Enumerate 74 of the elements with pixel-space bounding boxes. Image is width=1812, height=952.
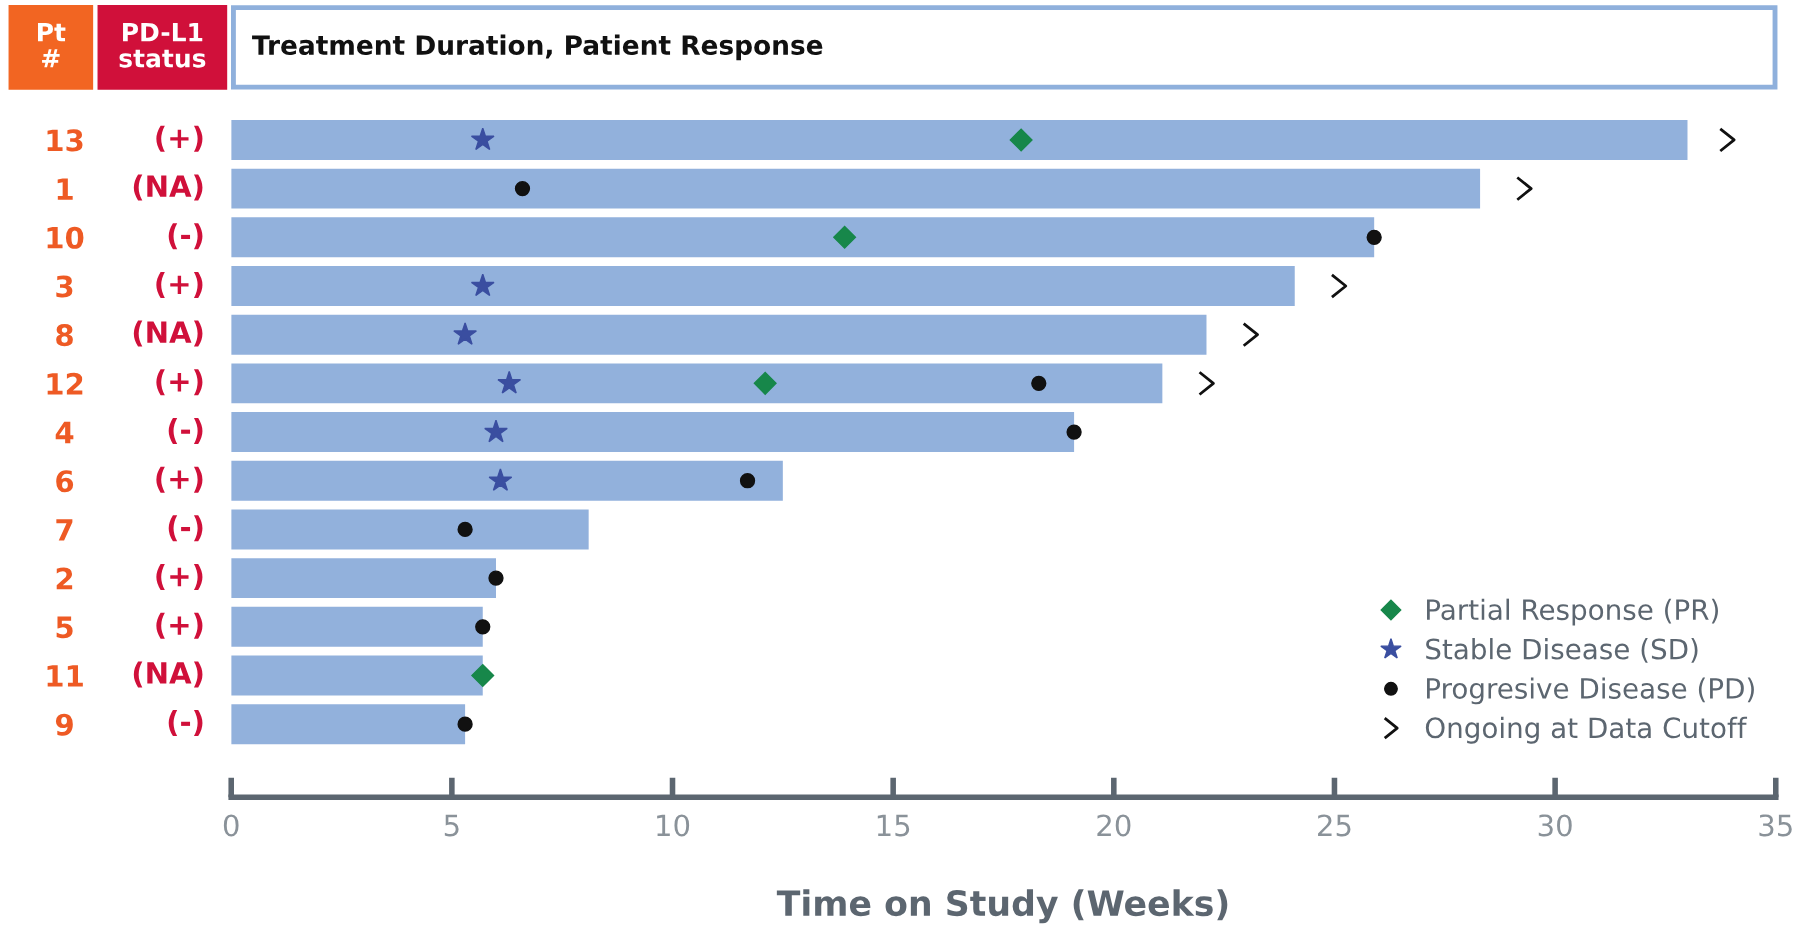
x-tick-label: 20 bbox=[1097, 814, 1131, 837]
x-tick-label: 15 bbox=[877, 814, 910, 837]
y2-tick-label: (-) bbox=[168, 417, 203, 444]
bar bbox=[231, 509, 589, 550]
y-tick-label: 8 bbox=[56, 324, 73, 347]
bar bbox=[231, 363, 1163, 404]
point bbox=[457, 716, 473, 732]
bar bbox=[231, 704, 466, 745]
x-tick-label: 0 bbox=[223, 814, 239, 837]
bar bbox=[231, 119, 1688, 160]
legend-label: Progresive Disease (PD) bbox=[1427, 677, 1754, 705]
y-tick-label: 2 bbox=[56, 567, 73, 590]
y-tick-label: 4 bbox=[55, 421, 74, 444]
bar bbox=[231, 606, 483, 647]
chart-title: Treatment Duration, Patient Response bbox=[252, 34, 823, 61]
bar bbox=[231, 655, 483, 696]
x-axis-title: Time on Study (Weeks) bbox=[776, 889, 1228, 924]
point bbox=[488, 570, 504, 586]
point bbox=[1009, 128, 1033, 152]
y2-tick-label: (+) bbox=[156, 564, 203, 590]
y-tick-label: 13 bbox=[47, 129, 83, 152]
y2-tick-label: (+) bbox=[156, 125, 203, 152]
y-tick-label: 10 bbox=[47, 226, 84, 249]
bar bbox=[231, 412, 1075, 453]
y-tick-label: 1 bbox=[57, 178, 73, 200]
point bbox=[739, 473, 756, 489]
text: Pt # bbox=[38, 22, 66, 68]
y2-tick-label: (NA) bbox=[133, 661, 203, 688]
y-tick-label: 11 bbox=[47, 665, 83, 687]
bar bbox=[231, 266, 1295, 306]
text: PD-L1 status bbox=[119, 22, 206, 68]
y-tick-label: 12 bbox=[47, 372, 83, 395]
point bbox=[470, 273, 495, 297]
point bbox=[470, 127, 495, 151]
bar bbox=[231, 314, 1207, 355]
y-tick-label: 9 bbox=[55, 713, 73, 736]
point bbox=[1031, 375, 1047, 391]
point bbox=[453, 322, 478, 345]
x-tick-label: 30 bbox=[1538, 814, 1572, 837]
y-tick-label: 3 bbox=[56, 275, 73, 298]
bar bbox=[231, 558, 496, 599]
y2-tick-label: (-) bbox=[168, 515, 203, 542]
point bbox=[457, 521, 473, 538]
point bbox=[471, 663, 495, 687]
point bbox=[1366, 229, 1382, 245]
point bbox=[475, 619, 491, 635]
point bbox=[484, 419, 508, 443]
y2-tick-label: (+) bbox=[156, 271, 203, 298]
y2-tick-label: (+) bbox=[156, 466, 203, 493]
bar bbox=[231, 460, 783, 501]
point bbox=[488, 468, 513, 491]
point bbox=[1066, 424, 1082, 440]
point bbox=[497, 370, 522, 394]
legend-label: Stable Disease (SD) bbox=[1426, 638, 1698, 663]
x-tick-label: 10 bbox=[657, 814, 690, 837]
x-tick-label: 35 bbox=[1759, 814, 1792, 837]
y2-tick-label: (-) bbox=[168, 223, 203, 250]
x-tick-label: 25 bbox=[1318, 814, 1351, 837]
point bbox=[753, 371, 777, 395]
y2-tick-label: (NA) bbox=[133, 174, 203, 201]
legend-label: Partial Response (PR) bbox=[1427, 598, 1718, 626]
bar bbox=[231, 168, 1481, 209]
y2-tick-label: (-) bbox=[168, 710, 203, 737]
y2-tick-label: (NA) bbox=[133, 320, 203, 347]
y-tick-label: 6 bbox=[56, 470, 74, 493]
bar bbox=[231, 217, 1375, 258]
point bbox=[833, 225, 857, 249]
x-tick-label: 5 bbox=[444, 814, 459, 837]
y-tick-label: 5 bbox=[56, 616, 73, 639]
y2-tick-label: (+) bbox=[156, 369, 203, 396]
point bbox=[514, 180, 531, 197]
legend-label: Ongoing at Data Cutoff bbox=[1425, 716, 1748, 744]
y2-tick-label: (+) bbox=[156, 612, 203, 639]
y-tick-label: 7 bbox=[56, 519, 73, 541]
